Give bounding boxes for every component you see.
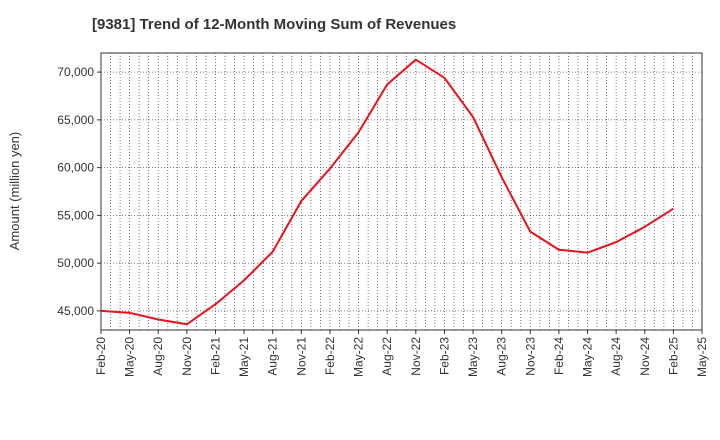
series-line <box>100 58 674 326</box>
x-tick-label: Feb-20 <box>94 337 108 375</box>
y-tick-label: 45,000 <box>57 304 94 318</box>
y-tick-label: 60,000 <box>57 161 94 175</box>
y-tick-label: 55,000 <box>57 208 94 222</box>
y-tick-label: 65,000 <box>57 113 94 127</box>
x-tick-label: Nov-22 <box>409 337 423 376</box>
y-axis-label: Amount (million yen) <box>7 132 22 251</box>
x-tick-label: Aug-20 <box>151 337 165 376</box>
x-tick-label: Nov-20 <box>180 337 194 376</box>
x-tick-label: Feb-22 <box>323 337 337 375</box>
x-tick-label: May-22 <box>352 337 366 377</box>
x-tick-label: Feb-24 <box>552 337 566 375</box>
x-tick-label: Aug-23 <box>495 337 509 376</box>
x-tick-label: Nov-24 <box>638 337 652 376</box>
x-tick-label: Aug-24 <box>609 337 623 376</box>
y-tick-label: 50,000 <box>57 256 94 270</box>
x-tick-label: May-21 <box>237 337 251 377</box>
x-tick-label: Aug-21 <box>266 337 280 376</box>
plot-area <box>100 52 703 331</box>
grid-lines <box>101 53 702 330</box>
x-tick-label: Nov-23 <box>523 337 537 376</box>
chart-title: [9381] Trend of 12-Month Moving Sum of R… <box>92 16 457 33</box>
x-tick-label: May-25 <box>695 337 709 377</box>
x-tick-label: Aug-22 <box>380 337 394 376</box>
y-axis-ticks: 45,000 50,000 55,000 60,000 65,000 70,000 <box>57 65 101 318</box>
x-tick-label: Feb-23 <box>437 337 451 375</box>
series-layer <box>100 58 674 326</box>
x-tick-label: Feb-25 <box>666 337 680 375</box>
x-tick-label: May-23 <box>466 337 480 377</box>
x-tick-label: May-24 <box>581 337 595 377</box>
x-axis-ticks: Feb-20 May-20 Aug-20 Nov-20 Feb-21 May-21 Aug-… <box>94 330 709 377</box>
y-tick-label: 70,000 <box>57 65 94 79</box>
x-tick-label: May-20 <box>123 337 137 377</box>
x-tick-label: Feb-21 <box>208 337 222 375</box>
x-tick-label: Nov-21 <box>294 337 308 376</box>
